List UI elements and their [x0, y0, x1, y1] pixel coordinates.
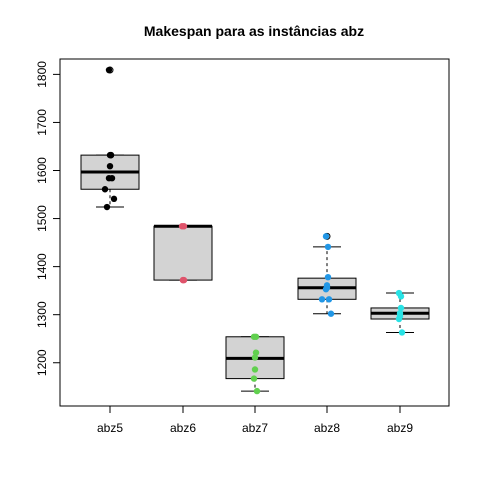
points-abz7 [250, 333, 261, 395]
points-abz8 [318, 233, 335, 317]
x-tick-label: abz5 [97, 421, 123, 435]
data-point [252, 349, 260, 356]
data-point [327, 310, 335, 317]
boxes [80, 66, 430, 392]
points-abz5 [101, 66, 118, 211]
box-abz6 [153, 224, 213, 281]
box-abz7 [225, 336, 285, 392]
data-point [398, 329, 406, 336]
data-point [110, 195, 118, 203]
data-point [179, 276, 187, 284]
y-tick-label: 1200 [35, 349, 49, 376]
box-abz5 [80, 66, 140, 208]
data-point [101, 186, 109, 193]
data-point [253, 387, 261, 395]
data-point [325, 296, 333, 303]
y-tick-label: 1700 [35, 109, 49, 136]
y-tick-label: 1400 [35, 253, 49, 280]
data-point [108, 174, 116, 182]
data-point [324, 243, 332, 251]
data-point [180, 223, 188, 230]
x-axis: abz5 abz6 abz7 abz8 abz9 [97, 406, 413, 435]
points-abz9 [395, 289, 406, 336]
data-point [106, 151, 114, 159]
data-point [397, 304, 405, 312]
data-point [103, 203, 111, 211]
x-tick-label: abz6 [170, 421, 196, 435]
x-tick-label: abz9 [387, 421, 413, 435]
x-tick-label: abz8 [314, 421, 340, 435]
data-point [250, 375, 258, 382]
y-axis: 1200 1300 1400 1500 1600 1700 1800 [35, 61, 60, 376]
y-tick-label: 1500 [35, 205, 49, 232]
data-point [324, 273, 332, 281]
data-point [252, 333, 260, 340]
data-points [101, 66, 406, 395]
x-tick-label: abz7 [242, 421, 268, 435]
data-point [106, 162, 114, 170]
data-point [105, 66, 113, 74]
data-point [318, 296, 326, 303]
data-point [397, 293, 405, 300]
y-tick-label: 1800 [35, 61, 49, 88]
data-point [251, 366, 259, 373]
data-point [395, 315, 403, 323]
points-abz6 [178, 223, 188, 284]
chart-title: Makespan para as instâncias abz [144, 23, 364, 39]
box-body [153, 225, 213, 281]
y-tick-label: 1600 [35, 157, 49, 184]
y-tick-label: 1300 [35, 301, 49, 328]
data-point [322, 286, 330, 293]
data-point [322, 233, 330, 240]
data-point [251, 354, 259, 361]
